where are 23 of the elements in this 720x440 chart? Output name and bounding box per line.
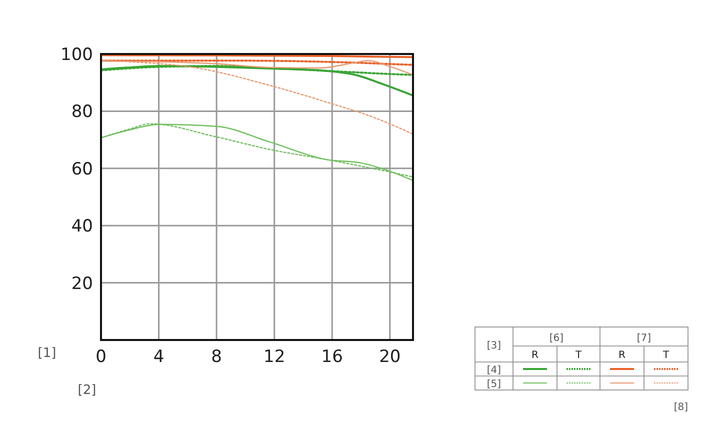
- x-tick-label: 20: [379, 347, 401, 367]
- text: R: [532, 350, 539, 361]
- text: T: [662, 350, 670, 361]
- text: [6]: [549, 333, 564, 344]
- text: T: [574, 350, 582, 361]
- text: [5]: [486, 379, 502, 390]
- x-tick-label: 16: [321, 347, 343, 367]
- y-tick-label: 60: [71, 159, 93, 180]
- text: [8]: [674, 402, 688, 413]
- text: [2]: [78, 383, 96, 398]
- y-tick-label: 80: [71, 102, 93, 122]
- x-tick-label: 0: [96, 347, 106, 367]
- y-tick-label: 40: [71, 216, 93, 237]
- y-tick-label: 100: [60, 45, 93, 65]
- text: [4]: [486, 365, 502, 376]
- text: [1]: [38, 346, 56, 361]
- x-tick-label: 8: [211, 347, 222, 367]
- text: [7]: [636, 333, 652, 344]
- text: R: [618, 350, 626, 361]
- text: [3]: [486, 340, 502, 352]
- x-tick-label: 4: [153, 347, 164, 367]
- x-tick-label: 12: [264, 347, 286, 367]
- y-tick-label: 20: [71, 274, 93, 294]
